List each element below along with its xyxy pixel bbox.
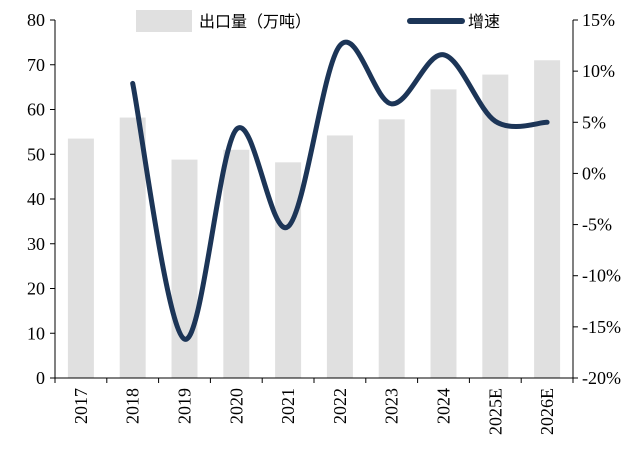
left-tick-label: 60: [27, 100, 45, 120]
x-tick-label-2022: 2022: [330, 388, 350, 424]
x-tick-label-2024: 2024: [434, 388, 454, 424]
left-tick-label: 20: [27, 279, 45, 299]
left-tick-label: 50: [27, 144, 45, 164]
bar-2022: [326, 135, 353, 378]
legend-label-bar: 出口量（万吨）: [199, 12, 311, 31]
left-tick-label: 10: [27, 323, 45, 343]
x-tick-label-2025E: 2025E: [485, 388, 505, 435]
bar-2019: [171, 159, 198, 378]
right-tick-label: -20%: [582, 368, 621, 388]
x-tick-label-2019: 2019: [175, 388, 195, 424]
right-tick-label: 5%: [582, 112, 606, 132]
x-tick-label-2026E: 2026E: [537, 388, 557, 435]
right-tick-label: -10%: [582, 266, 621, 286]
bar-2026E: [534, 60, 561, 379]
x-tick-label-2020: 2020: [226, 388, 246, 424]
bar-2020: [223, 149, 250, 378]
right-tick-label: 10%: [582, 61, 615, 81]
left-tick-label: 80: [27, 10, 45, 30]
bar-2018: [119, 117, 146, 379]
left-tick-label: 30: [27, 234, 45, 254]
legend-swatch-bar: [136, 10, 192, 32]
axes-layer: 0 10 20 30 40 50 60 70 80 -20% -15% -10% -5% 0% 5% 10% 1…: [27, 10, 621, 435]
x-tick-label-2023: 2023: [382, 388, 402, 424]
bar-2023: [378, 119, 405, 378]
right-tick-label: 0%: [582, 163, 606, 183]
right-tick-label: -5%: [582, 215, 612, 235]
legend-label-line: 增速: [468, 12, 500, 31]
left-tick-label: 70: [27, 55, 45, 75]
x-tick-label-2021: 2021: [278, 388, 298, 424]
left-tick-label: 40: [27, 189, 45, 209]
bar-2021: [275, 162, 302, 378]
bars-layer: [67, 60, 561, 379]
x-tick-label-2018: 2018: [123, 388, 143, 424]
growth-line: [130, 39, 550, 342]
left-tick-label: 0: [36, 368, 45, 388]
legend: 出口量（万吨） 增速: [136, 10, 500, 32]
right-tick-label: -15%: [582, 317, 621, 337]
bar-2024: [430, 89, 457, 379]
line-layer: [130, 39, 550, 342]
x-tick-label-2017: 2017: [71, 388, 91, 424]
right-tick-label: 15%: [582, 10, 615, 30]
bar-2017: [67, 138, 94, 378]
